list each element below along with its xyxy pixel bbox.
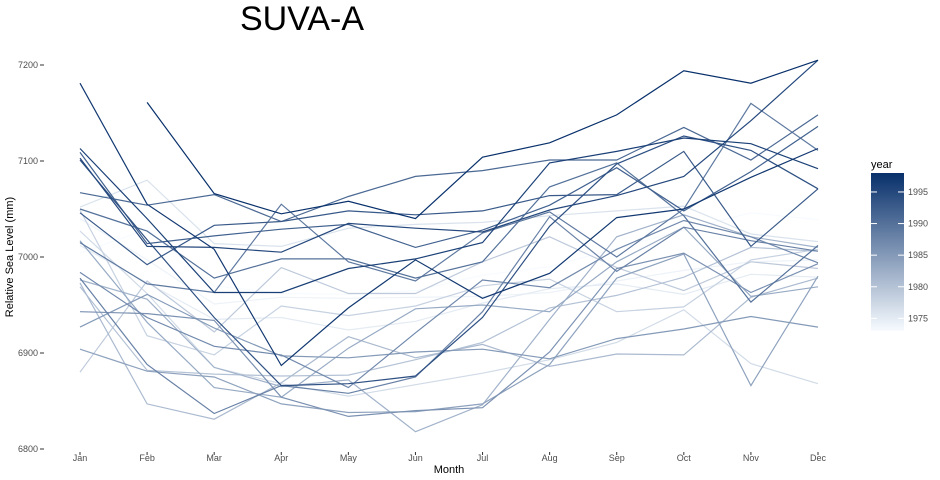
series-line-1974 — [79, 218, 819, 305]
x-tick-label: Nov — [743, 453, 760, 463]
series-line-1989 — [79, 102, 819, 294]
series-line-1992 — [79, 125, 819, 249]
chart-title: SUVA-A — [240, 0, 364, 38]
legend-title: year — [871, 159, 893, 171]
series-line-1979 — [79, 236, 819, 373]
series-line-1973 — [79, 212, 819, 296]
y-tick-label: 6900 — [18, 348, 38, 358]
x-tick-label: Feb — [139, 453, 155, 463]
x-tick-label: Mar — [206, 453, 222, 463]
legend-colorbar — [871, 173, 904, 331]
series-line-1990 — [79, 162, 819, 303]
series-line-1982 — [79, 214, 819, 433]
x-tick-label: Oct — [677, 453, 692, 463]
x-tick-label: Jun — [408, 453, 423, 463]
legend-tick-label: 1990 — [908, 219, 928, 229]
series-line-1996 — [79, 137, 819, 294]
legend-tick-label: 1985 — [908, 250, 928, 260]
color-legend: year 1975 1980 1985 1990 1995 — [871, 159, 928, 331]
legend-tick-label: 1975 — [908, 313, 928, 323]
legend-tick-label: 1995 — [908, 187, 928, 197]
x-tick-label: Dec — [810, 453, 827, 463]
series-line-1995 — [79, 59, 819, 253]
series-line-1978 — [79, 209, 819, 356]
series-line-1998 — [146, 59, 819, 220]
x-tick-label: Apr — [274, 453, 288, 463]
x-tick-label: May — [340, 453, 358, 463]
y-tick-label: 6800 — [18, 444, 38, 454]
x-axis: Jan Feb Mar Apr May Jun Jul Aug Sep Oct Nov Dec — [73, 452, 827, 463]
y-axis-title: Relative Sea Level (mm) — [4, 197, 16, 317]
y-tick-label: 7100 — [18, 156, 38, 166]
x-axis-title: Month — [434, 464, 465, 476]
series-line-1976 — [79, 179, 819, 248]
series-line-1986 — [79, 252, 819, 418]
series-line-1993 — [79, 150, 819, 266]
series-line-1984 — [79, 253, 819, 414]
series-line-1997 — [79, 82, 819, 367]
series-line-1985 — [79, 293, 819, 360]
series-line-1987 — [79, 219, 819, 389]
x-tick-label: Aug — [542, 453, 558, 463]
y-axis: 6800 6900 7000 7100 7200 — [18, 60, 44, 454]
series-line-1977 — [79, 230, 819, 397]
series-line-1991 — [79, 114, 819, 223]
x-tick-label: Sep — [609, 453, 625, 463]
y-tick-label: 7200 — [18, 60, 38, 70]
legend-ticks: 1975 1980 1985 1990 1995 — [871, 187, 928, 323]
series-lines — [79, 59, 819, 433]
x-tick-label: Jul — [477, 453, 489, 463]
legend-tick-label: 1980 — [908, 282, 928, 292]
series-line-1975 — [79, 244, 819, 331]
y-tick-label: 7000 — [18, 252, 38, 262]
x-tick-label: Jan — [73, 453, 88, 463]
